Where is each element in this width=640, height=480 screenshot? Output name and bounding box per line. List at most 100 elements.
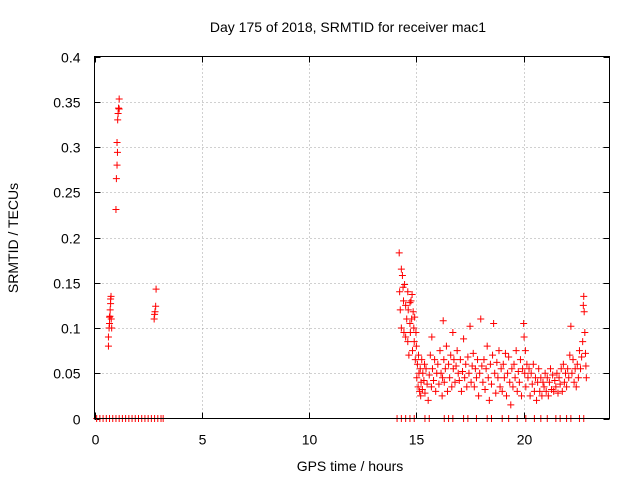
data-point <box>557 365 565 373</box>
data-point <box>514 367 522 375</box>
data-point <box>497 365 505 373</box>
data-point <box>466 322 474 330</box>
data-point <box>467 378 475 386</box>
data-point <box>477 315 485 323</box>
data-point <box>489 351 497 359</box>
data-point <box>500 374 508 382</box>
data-point <box>446 374 454 382</box>
data-point <box>418 356 426 364</box>
data-point <box>460 335 468 343</box>
data-point <box>113 161 121 169</box>
data-point <box>412 329 420 337</box>
data-point <box>578 353 586 361</box>
data-point <box>508 365 516 373</box>
data-point <box>418 386 426 394</box>
data-point <box>582 362 590 370</box>
data-point <box>430 376 438 384</box>
data-point <box>395 249 403 257</box>
data-point <box>428 365 436 373</box>
data-point <box>106 306 114 314</box>
data-point <box>112 175 120 183</box>
data-point <box>525 365 533 373</box>
data-point <box>581 329 589 337</box>
data-point <box>405 351 413 359</box>
data-point <box>512 347 520 355</box>
data-point <box>411 313 419 321</box>
axis-ticks: 0 0.05 0.1 0.15 0.2 0.25 0.3 0.35 0.4 0 5 10 15 20 <box>53 50 610 448</box>
data-point <box>419 369 427 377</box>
data-point <box>461 374 469 382</box>
data-point <box>551 376 559 384</box>
data-point <box>522 383 530 391</box>
data-point <box>511 374 519 382</box>
data-point <box>527 369 535 377</box>
data-point <box>401 281 409 289</box>
data-point <box>423 380 431 388</box>
data-point <box>442 342 450 350</box>
data-point <box>396 306 404 314</box>
data-point <box>114 116 122 124</box>
data-point <box>104 333 112 341</box>
data-point <box>470 383 478 391</box>
data-point <box>410 324 418 332</box>
data-point <box>443 387 451 395</box>
data-point <box>580 308 588 316</box>
data-point <box>107 292 115 300</box>
data-point <box>113 138 121 146</box>
data-point <box>581 349 589 357</box>
data-point <box>107 315 115 323</box>
data-point <box>413 360 421 368</box>
data-point <box>577 365 585 373</box>
data-point <box>529 360 537 368</box>
data-point <box>552 383 560 391</box>
data-point <box>560 378 568 386</box>
data-point <box>499 360 507 368</box>
data-point <box>478 362 486 370</box>
data-point <box>507 401 515 409</box>
data-point <box>465 369 473 377</box>
data-point <box>436 347 444 355</box>
data-point <box>480 356 488 364</box>
data-point <box>462 360 470 368</box>
data-point <box>431 356 439 364</box>
data-point <box>553 369 561 377</box>
data-point <box>453 347 461 355</box>
y-tick-label: 0.15 <box>53 276 80 292</box>
data-point <box>503 392 510 400</box>
data-point <box>482 365 490 373</box>
data-point <box>437 369 445 377</box>
data-point <box>396 288 404 296</box>
data-point <box>491 369 499 377</box>
data-point <box>493 358 501 366</box>
data-point <box>469 349 477 357</box>
data-point <box>151 308 159 316</box>
data-point <box>452 362 460 370</box>
data-point <box>411 356 419 364</box>
data-point <box>564 365 572 373</box>
data-point <box>504 369 512 377</box>
data-point <box>495 347 503 355</box>
y-tick-label: 0.3 <box>61 140 81 156</box>
data-point <box>435 380 443 388</box>
data-point <box>104 342 112 350</box>
data-point <box>115 95 123 103</box>
y-axis-label: SRMTID / TECUs <box>5 183 21 293</box>
data-point <box>422 365 430 373</box>
data-point <box>472 374 480 382</box>
data-point <box>463 383 471 391</box>
data-point <box>115 105 123 113</box>
data-point <box>520 319 528 327</box>
data-point <box>417 392 425 400</box>
data-point <box>408 315 416 323</box>
data-point <box>558 387 566 395</box>
data-point <box>400 297 407 305</box>
data-point <box>498 387 506 395</box>
data-point <box>509 383 517 391</box>
plot-border <box>94 56 610 419</box>
data-point <box>152 302 160 310</box>
data-point <box>406 319 414 327</box>
data-point <box>487 380 495 388</box>
data-point <box>568 369 576 377</box>
data-point <box>538 392 546 400</box>
